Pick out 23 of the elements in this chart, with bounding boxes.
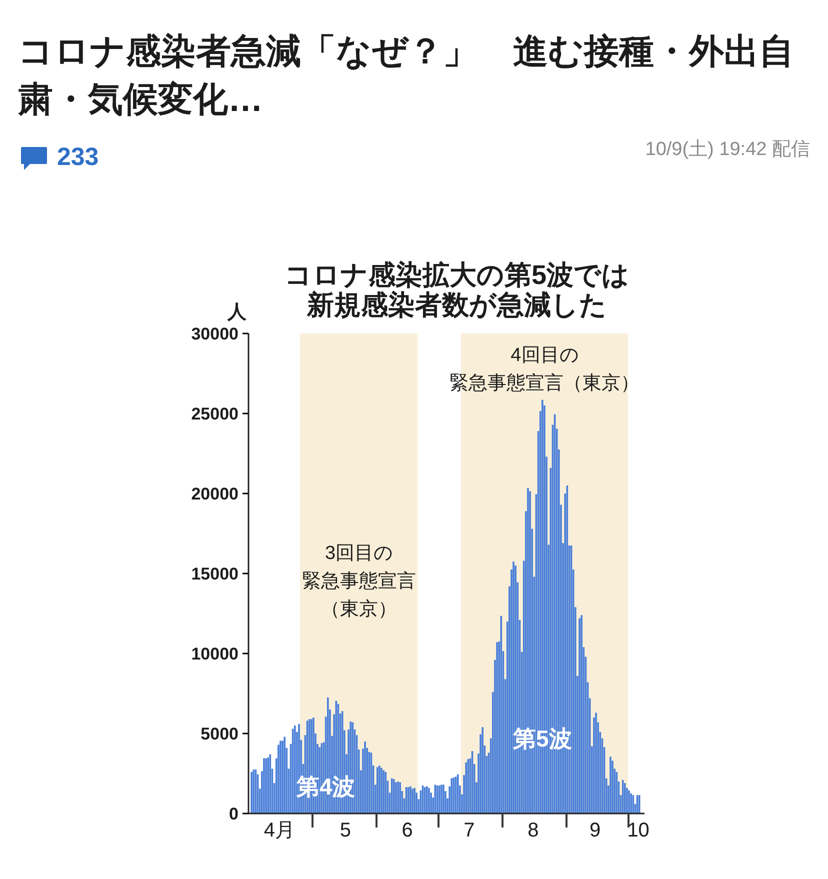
text: 10/9(土) 19:42 配信 <box>645 138 810 162</box>
x-tick-label: 5 <box>340 820 351 842</box>
band-label: 4回目の緊急事態宣言（東京） <box>449 345 640 394</box>
y-tick-label: 5000 <box>200 724 239 744</box>
text: 233 <box>57 142 99 172</box>
annotation: 第4波 <box>295 773 356 800</box>
x-tick-label: 8 <box>528 820 539 842</box>
y-tick-label: 30000 <box>191 324 239 344</box>
x-tick-label: 9 <box>589 820 601 842</box>
y-tick-label: 15000 <box>191 564 239 584</box>
x-tick-label: 4月 <box>264 820 295 842</box>
x-tick-label: 6 <box>402 820 413 842</box>
y-axis-title: 人 <box>226 302 248 323</box>
y-tick-label: 25000 <box>191 404 239 424</box>
y-tick-label: 0 <box>229 804 239 824</box>
chart-title: コロナ感染者急減「なぜ？」 進む接種・外出自粛・気候変化… <box>17 31 795 121</box>
chart-subtitle: コロナ感染拡大の第5波では新規感染者数が急減した <box>284 260 630 320</box>
band-label: 3回目の緊急事態宣言（東京） <box>302 543 416 620</box>
x-tick-label: 10 <box>627 820 650 842</box>
annotation: 第5波 <box>512 725 572 752</box>
y-tick-label: 20000 <box>191 484 239 504</box>
y-tick-label: 10000 <box>191 644 239 664</box>
x-tick-label: 7 <box>464 820 475 842</box>
